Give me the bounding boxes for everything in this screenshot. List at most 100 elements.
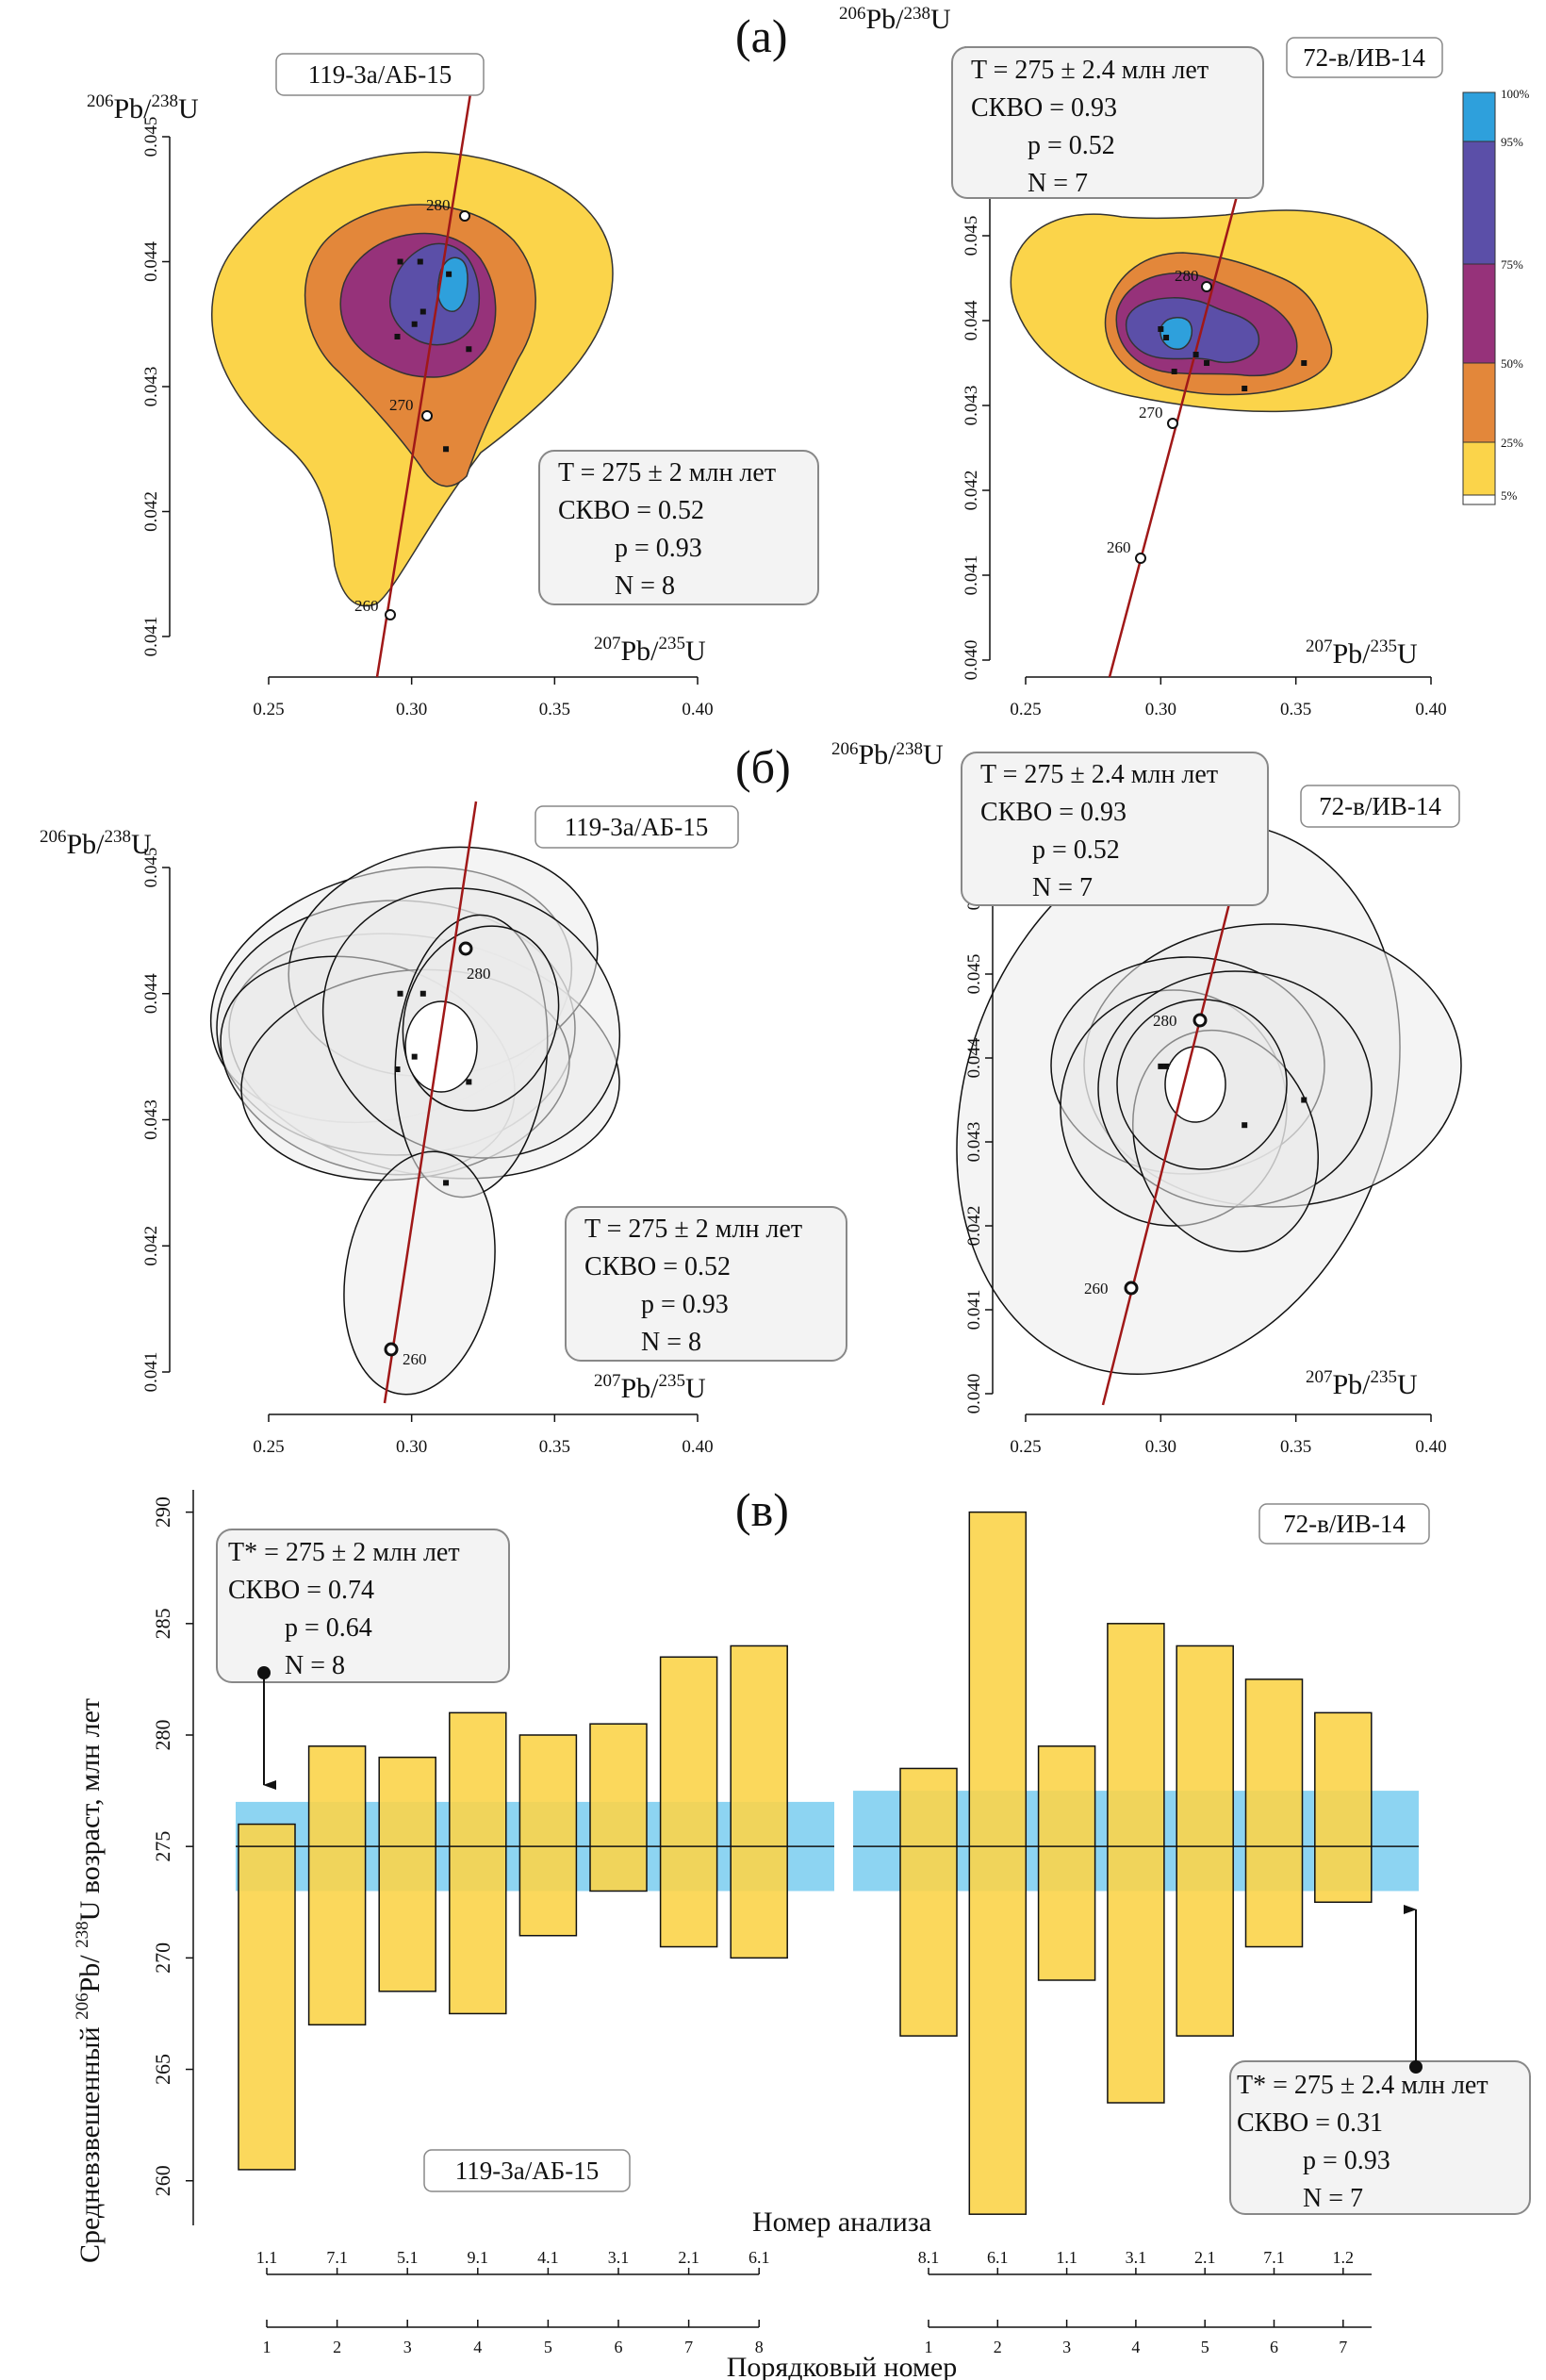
x-tick-label: 0.30 [1145, 700, 1176, 719]
concordia-line [1108, 131, 1256, 678]
x-axis-label: 207Pb/235U [1306, 1367, 1418, 1400]
age-bar [378, 1756, 436, 1992]
stats-p: p = 0.52 [1032, 835, 1120, 865]
data-point [1163, 335, 1170, 340]
age-bar [238, 1823, 296, 2171]
age-bar [1037, 1745, 1096, 1981]
order-number: 8 [755, 2338, 764, 2356]
y-tick-label: 0.044 [141, 241, 161, 282]
data-point [1204, 360, 1210, 366]
legend-label: 95% [1501, 135, 1523, 149]
y-tick-label: 0.044 [962, 300, 981, 340]
x-tick-label: 0.30 [396, 1437, 427, 1457]
sample-label-box [1300, 785, 1460, 828]
age-bar [968, 1511, 1028, 2215]
order-number: 2 [994, 2338, 1002, 2356]
analysis-number: 5.1 [397, 2248, 419, 2267]
x-axis-label: 207Pb/235U [1306, 636, 1418, 669]
concordia-age-marker [385, 609, 396, 620]
y-tick-label: 260 [151, 2165, 174, 2196]
stats-mswd: СКВО = 0.93 [980, 798, 1127, 827]
y-tick-label: 0.044 [141, 973, 161, 1014]
stats-age: T = 275 ± 2.4 млн лет [980, 760, 1218, 789]
sample-label-box [1258, 1503, 1430, 1545]
concordia-age-label: 280 [1175, 267, 1199, 285]
stats-mswd: СКВО = 0.93 [971, 93, 1117, 123]
y-tick-label: 0.045 [141, 848, 161, 888]
x-tick-label: 0.35 [1280, 700, 1311, 719]
y-axis-label: 206Pb/238U [87, 91, 199, 124]
concordia-age-marker [1167, 418, 1178, 429]
y-tick-label: 0.043 [141, 1099, 161, 1140]
analysis-number: 3.1 [608, 2248, 630, 2267]
sample-label: 72-в/ИВ-14 [1303, 43, 1425, 72]
y-tick-label: 275 [151, 1831, 174, 1862]
stats-age: T = 275 ± 2 млн лет [584, 1215, 802, 1244]
y-tick-label: 290 [151, 1496, 174, 1528]
stats-age: T = 275 ± 2 млн лет [558, 458, 776, 488]
sample-label-box [535, 805, 739, 849]
panel-label-b: (б) [735, 740, 791, 793]
y-tick-label: 0.040 [962, 640, 981, 681]
error-ellipses [209, 846, 621, 1396]
y-axis-label: 206Pb/238U [831, 739, 944, 770]
plot-a-left: 0.041 0.042 0.043 0.044 0.045 0.25 0.30 0.35 0.… [87, 53, 819, 719]
age-bar [518, 1734, 578, 1937]
concordia-age-label: 260 [403, 1350, 427, 1368]
plot-a-right: 0.0400.0410.0420.0430.0440.0450.0460.047… [839, 4, 1530, 719]
age-bar [730, 1645, 788, 1959]
y-tick-label: 0.043 [962, 386, 981, 426]
sample-label-box [1286, 37, 1443, 78]
age-bar [1314, 1711, 1373, 1904]
stats-p: p = 0.64 [285, 1613, 372, 1643]
concordia-age-label: 260 [1107, 538, 1131, 556]
data-point [466, 1079, 472, 1085]
concordia-age-marker [1124, 1281, 1139, 1296]
panel-label-a: (а) [735, 9, 788, 62]
x-tick-label: 0.40 [1415, 700, 1446, 719]
sample-label-box [423, 2149, 631, 2192]
analysis-number: 7.1 [1263, 2248, 1285, 2267]
y-tick-label: 0.043 [964, 1122, 984, 1163]
concordia-age-label: 280 [467, 965, 491, 983]
sample-label: 72-в/ИВ-14 [1283, 1510, 1406, 1538]
y-tick-label: 265 [151, 2054, 174, 2085]
data-point [1242, 386, 1248, 391]
stats-n: N = 7 [1032, 873, 1093, 902]
x-tick-label: 0.40 [1415, 1437, 1446, 1457]
age-bar [1244, 1678, 1304, 1948]
y-tick-label: 0.045 [141, 117, 161, 157]
order-number: 7 [684, 2338, 693, 2356]
y-tick-label: 0.043 [141, 367, 161, 407]
analysis-number: 6.1 [748, 2248, 770, 2267]
order-number: 4 [473, 2338, 482, 2356]
data-point [1158, 326, 1164, 332]
concordia-age-label: 260 [354, 597, 379, 615]
plot-b-left: 0.041 0.042 0.043 0.044 0.045 0.25 0.30 0.35 0.… [40, 801, 847, 1457]
sample-label-box [275, 53, 485, 96]
analysis-number: 8.1 [918, 2248, 940, 2267]
x-axis-title-order: Порядковый номер [727, 2352, 957, 2380]
stats-n: N = 8 [641, 1328, 701, 1357]
stats-box [538, 450, 819, 605]
stats-box [1229, 2060, 1531, 2215]
concordia-age-marker [1192, 1013, 1208, 1028]
data-point [1163, 1063, 1170, 1069]
x-tick-label: 0.35 [539, 1437, 570, 1457]
age-bar [1176, 1645, 1234, 2037]
analysis-number: 1.1 [256, 2248, 278, 2267]
order-number: 1 [263, 2338, 271, 2356]
data-point [1192, 352, 1199, 357]
stats-box [961, 752, 1269, 906]
analysis-number: 4.1 [537, 2248, 559, 2267]
data-point [1301, 1097, 1308, 1103]
analysis-number: 2.1 [678, 2248, 699, 2267]
x-tick-label: 0.40 [682, 1437, 713, 1457]
age-bar [307, 1745, 367, 2026]
analysis-number: 1.2 [1333, 2248, 1355, 2267]
y-tick-label: 0.042 [141, 1226, 161, 1266]
data-point [411, 321, 418, 327]
analysis-number: 1.1 [1056, 2248, 1077, 2267]
stats-n: N = 8 [615, 571, 675, 601]
